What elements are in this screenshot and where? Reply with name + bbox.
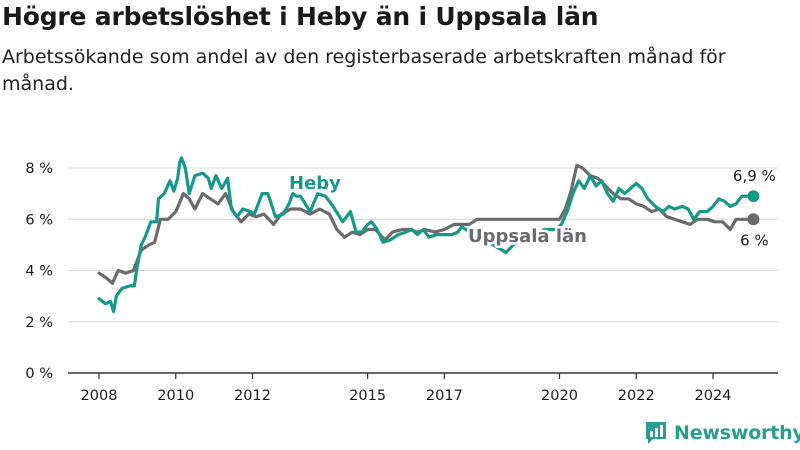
x-tick-label: 2024 <box>695 388 732 404</box>
x-axis-ticks: 2008 2010 2012 2015 2017 2020 2022 2024 <box>81 373 732 404</box>
x-tick-label: 2008 <box>81 388 118 404</box>
x-tick-label: 2020 <box>541 388 578 404</box>
end-marker-heby <box>747 190 760 203</box>
y-tick-label: 4 % <box>25 264 53 280</box>
series-labels: Heby Uppsala län <box>287 171 590 250</box>
y-tick-label: 2 % <box>25 315 53 331</box>
end-value-uppsala: 6 % <box>740 231 769 249</box>
x-tick-label: 2010 <box>157 388 194 404</box>
x-tick-label: 2015 <box>349 388 386 404</box>
x-tick-label: 2017 <box>426 388 463 404</box>
brand-logo[interactable]: Newsworthy <box>644 418 800 448</box>
y-tick-label: 8 % <box>25 161 53 177</box>
y-tick-label: 0 % <box>25 366 53 382</box>
bar-chart-logo-icon <box>646 422 666 444</box>
chart-subtitle: Arbetssökande som andel av den registerb… <box>2 46 726 95</box>
x-tick-label: 2022 <box>618 388 655 404</box>
series-label-heby: Heby <box>289 173 341 194</box>
grid-lines <box>68 167 778 374</box>
end-marker-uppsala <box>747 213 760 226</box>
end-value-heby: 6,9 % <box>733 167 776 185</box>
series-lines <box>97 156 753 314</box>
chart-title: Högre arbetslöshet i Heby än i Uppsala l… <box>2 2 599 31</box>
brand-name: Newsworthy <box>674 422 800 444</box>
series-label-uppsala: Uppsala län <box>468 226 587 247</box>
series-line-heby <box>97 156 753 314</box>
x-tick-label: 2012 <box>234 388 271 404</box>
y-tick-label: 6 % <box>25 212 53 228</box>
y-axis-ticks: 0 % 2 % 4 % 6 % 8 % <box>25 161 53 382</box>
series-end-markers: 6,9 % 6 % <box>733 167 776 249</box>
series-line-uppsala <box>97 163 753 285</box>
